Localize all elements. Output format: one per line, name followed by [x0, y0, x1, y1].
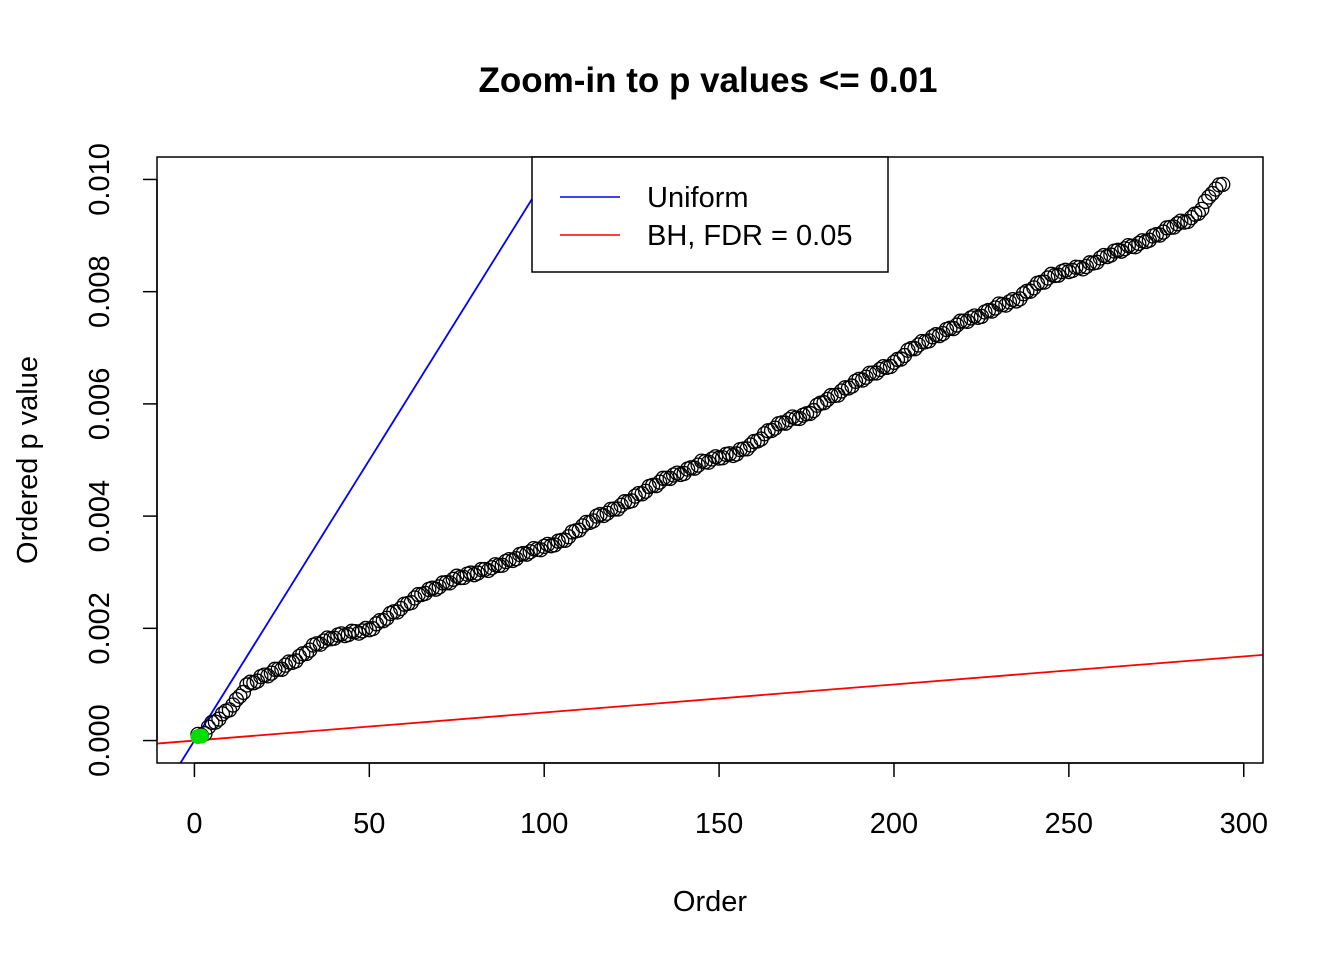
data-point: [665, 467, 682, 483]
data-point: [627, 488, 643, 504]
y-axis: 0.000 0.002 0.004 0.006 0.008 0.010: [84, 143, 158, 777]
data-point: [690, 457, 706, 473]
data-point: [1082, 255, 1098, 271]
data-point: [1169, 216, 1185, 232]
legend-label-uniform: Uniform: [647, 182, 749, 214]
data-point: [232, 688, 248, 704]
data-point: [1131, 235, 1147, 252]
y-tick-label: 0.000: [84, 704, 116, 777]
data-point: [1194, 201, 1210, 218]
y-tick-label: 0.004: [84, 480, 116, 553]
data-point: [295, 646, 311, 662]
data-points: [190, 176, 1231, 745]
data-point: [1019, 283, 1035, 299]
data-point: [372, 612, 388, 629]
x-axis: 0 50 100 150 200 250 300: [186, 762, 1268, 840]
data-point: [354, 623, 370, 639]
data-point: [277, 657, 294, 673]
data-point: [924, 329, 941, 345]
data-point: [473, 561, 489, 578]
data-point: [1215, 176, 1231, 193]
data-point: [1078, 258, 1095, 275]
data-point: [470, 565, 486, 581]
data-point: [872, 361, 888, 378]
y-tick-label: 0.002: [84, 592, 116, 665]
data-point: [903, 340, 920, 357]
x-axis-label: Order: [673, 886, 747, 918]
y-tick-label: 0.006: [84, 368, 116, 441]
data-point: [1040, 270, 1056, 286]
legend-box: [531, 156, 889, 273]
data-point: [952, 313, 969, 329]
data-point: [833, 383, 850, 399]
data-point: [963, 310, 979, 326]
x-tick-label: 300: [1220, 808, 1268, 840]
legend-label-bh: BH, FDR = 0.05: [647, 220, 853, 252]
data-point: [613, 497, 629, 513]
data-point: [239, 677, 255, 693]
data-point: [267, 661, 283, 677]
data-point: [704, 451, 720, 467]
data-point: [721, 446, 738, 462]
data-point: [1117, 241, 1133, 257]
data-point: [340, 626, 356, 643]
data-point: [445, 571, 461, 587]
y-tick-label: 0.010: [84, 143, 116, 216]
data-point: [606, 501, 622, 517]
y-tick-label: 0.008: [84, 255, 116, 328]
legend: Uniform BH, FDR = 0.05: [531, 156, 889, 273]
data-point: [886, 354, 902, 371]
x-tick-label: 250: [1045, 808, 1093, 840]
reference-lines: [157, 157, 1263, 763]
data-point: [498, 553, 514, 570]
data-point: [987, 300, 1004, 316]
data-point: [235, 684, 252, 701]
data-point: [221, 702, 238, 718]
data-point: [823, 387, 839, 404]
x-tick-label: 50: [353, 808, 385, 840]
data-point: [900, 342, 916, 358]
x-tick-label: 200: [870, 808, 918, 840]
data-point: [1001, 294, 1018, 310]
data-point: [554, 532, 570, 549]
y-axis-label: Ordered p value: [12, 356, 44, 564]
data-point: [407, 590, 423, 606]
chart-title: Zoom-in to p values <= 0.01: [478, 61, 937, 100]
data-point: [847, 373, 864, 389]
data-point: [655, 470, 671, 486]
x-tick-label: 0: [186, 808, 202, 840]
data-point: [910, 337, 927, 353]
highlighted-point: [193, 728, 209, 744]
data-point: [484, 560, 500, 576]
data-point: [1064, 262, 1081, 279]
data-point: [575, 518, 591, 534]
data-point: [536, 538, 552, 555]
data-point: [1092, 250, 1109, 266]
data-point: [522, 544, 538, 560]
data-point: [781, 411, 797, 428]
series-line-bh: [157, 653, 1263, 745]
data-point: [410, 586, 426, 603]
x-tick-label: 100: [520, 808, 568, 840]
data-point: [316, 633, 332, 649]
data-point: [1190, 205, 1206, 222]
series-line-uniform: [179, 157, 560, 763]
data-point: [386, 604, 402, 620]
x-tick-label: 150: [695, 808, 743, 840]
